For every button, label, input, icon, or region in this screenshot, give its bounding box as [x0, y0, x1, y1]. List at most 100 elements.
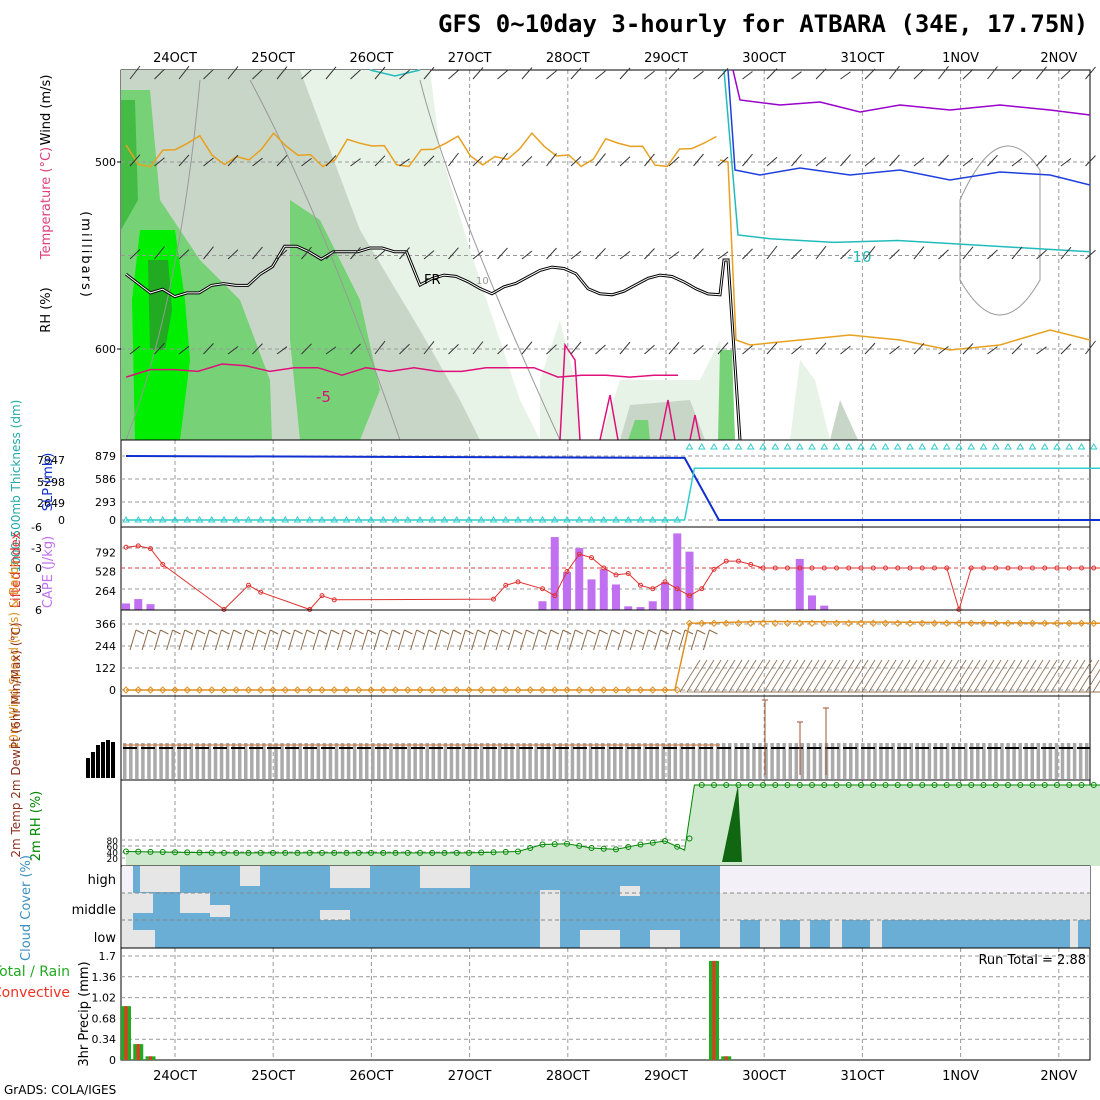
precip-tick-label: 1.36 — [92, 971, 117, 984]
freezing-level-inner — [125, 245, 741, 441]
temp-bar — [177, 743, 181, 779]
temp-bar — [280, 743, 284, 779]
wind-barb — [306, 629, 316, 635]
wind-barb-dense — [756, 659, 778, 693]
rh2m-marker — [306, 849, 313, 856]
li-marker — [968, 565, 974, 571]
wind-barb — [815, 68, 827, 80]
wind-speed-marker — [159, 686, 167, 694]
rh-patch — [718, 350, 735, 440]
thickness-marker — [942, 443, 951, 450]
wind-barb-dense — [1050, 659, 1072, 693]
wind-barb-dense — [1043, 659, 1065, 693]
li-marker — [821, 565, 827, 571]
wind-speed-marker — [1077, 619, 1086, 627]
cloud-gap — [760, 920, 780, 948]
wind-speed-marker — [269, 686, 277, 694]
precip-tick-label: 0.34 — [92, 1033, 117, 1046]
rh2m-marker — [404, 849, 411, 856]
temp-bar — [461, 743, 466, 779]
wind-barb — [379, 629, 389, 635]
wind-barb — [693, 153, 704, 167]
bottom-date-label: 31OCT — [841, 1069, 885, 1084]
temp-bar — [619, 743, 623, 779]
rh2m-marker — [686, 835, 693, 842]
rh2m-marker — [772, 782, 779, 788]
wind-barb — [428, 629, 438, 635]
thickness-marker — [477, 516, 486, 523]
temp-bar — [921, 743, 926, 779]
thickness-marker — [379, 516, 388, 523]
cape-bar — [134, 599, 143, 610]
rh2m-marker — [270, 849, 276, 856]
panel-frame — [120, 695, 1091, 781]
wind-barb — [717, 68, 729, 80]
cloud-gap — [140, 866, 180, 892]
temp-bar — [903, 743, 907, 779]
cape-bar — [685, 551, 694, 610]
wind-barb — [617, 629, 625, 651]
wind-barb — [227, 629, 235, 651]
thickness-marker — [514, 516, 522, 523]
precip-conv-bar — [124, 1006, 128, 1060]
temp-line-purple — [732, 69, 1091, 116]
wind-barb — [190, 629, 198, 651]
rh2m-marker — [858, 782, 864, 788]
wind-barb — [815, 245, 827, 260]
wind-barb — [668, 67, 680, 80]
wind-barb — [154, 157, 165, 167]
wind-barb-dense — [980, 659, 1002, 693]
wind-barb — [913, 157, 925, 167]
wind-speed-marker — [649, 686, 657, 694]
rh2m-marker — [233, 849, 240, 856]
wind-barb — [251, 629, 259, 651]
wind-speed-marker — [624, 686, 632, 694]
thickness-marker — [624, 516, 633, 523]
temp-bar — [304, 743, 308, 779]
wind-barb — [570, 156, 582, 167]
wind-barb — [513, 629, 523, 635]
rh2m-marker — [723, 782, 730, 788]
temp-line-magenta — [125, 363, 678, 378]
wind-barb — [497, 152, 508, 167]
wind-barb — [252, 69, 263, 80]
thickness-marker — [587, 516, 596, 523]
wind-barb — [693, 70, 704, 80]
wind-speed-marker — [979, 619, 988, 627]
rh-contour — [249, 79, 401, 441]
wind-barb — [227, 154, 239, 167]
rh-contour — [419, 79, 561, 441]
thickness-marker — [256, 516, 265, 523]
cloud-gap — [180, 893, 210, 913]
wind-barb — [160, 629, 169, 635]
wind-barb — [1036, 66, 1047, 80]
wind-barb — [495, 629, 503, 651]
temp-bar — [970, 743, 974, 779]
cloud-panel: high middle low — [72, 865, 1091, 949]
temp-bar — [927, 743, 932, 779]
top-date-axis: 24OCT 25OCT 26OCT 27OCT 28OCT 29OCT 30OCT 31OCT… — [153, 51, 1077, 66]
wind-barb — [196, 629, 206, 635]
wind-barb — [702, 629, 710, 651]
wind-speed-marker — [967, 619, 975, 627]
temp-bar — [915, 743, 920, 779]
rh-contour — [125, 79, 201, 441]
rh2m-marker — [123, 848, 129, 855]
temp-bar — [552, 743, 557, 779]
rh2m-marker — [355, 849, 362, 856]
wind-barb-dense — [693, 659, 715, 693]
wind-barb-dense — [959, 659, 981, 693]
wind-speed-marker — [489, 686, 498, 694]
wind-barb — [546, 247, 557, 260]
rh2m-marker — [943, 782, 950, 788]
wind-speed-marker — [685, 619, 694, 627]
rh2m-marker — [196, 849, 203, 856]
li-marker — [772, 565, 778, 571]
thickness-marker — [318, 516, 326, 523]
wind-barb — [742, 71, 753, 80]
li-tick-label: 6 — [35, 604, 42, 617]
temp-bar — [988, 743, 992, 779]
thickness-marker — [465, 516, 473, 523]
wind-barb-dense — [903, 659, 925, 693]
wind-barb — [325, 66, 337, 80]
